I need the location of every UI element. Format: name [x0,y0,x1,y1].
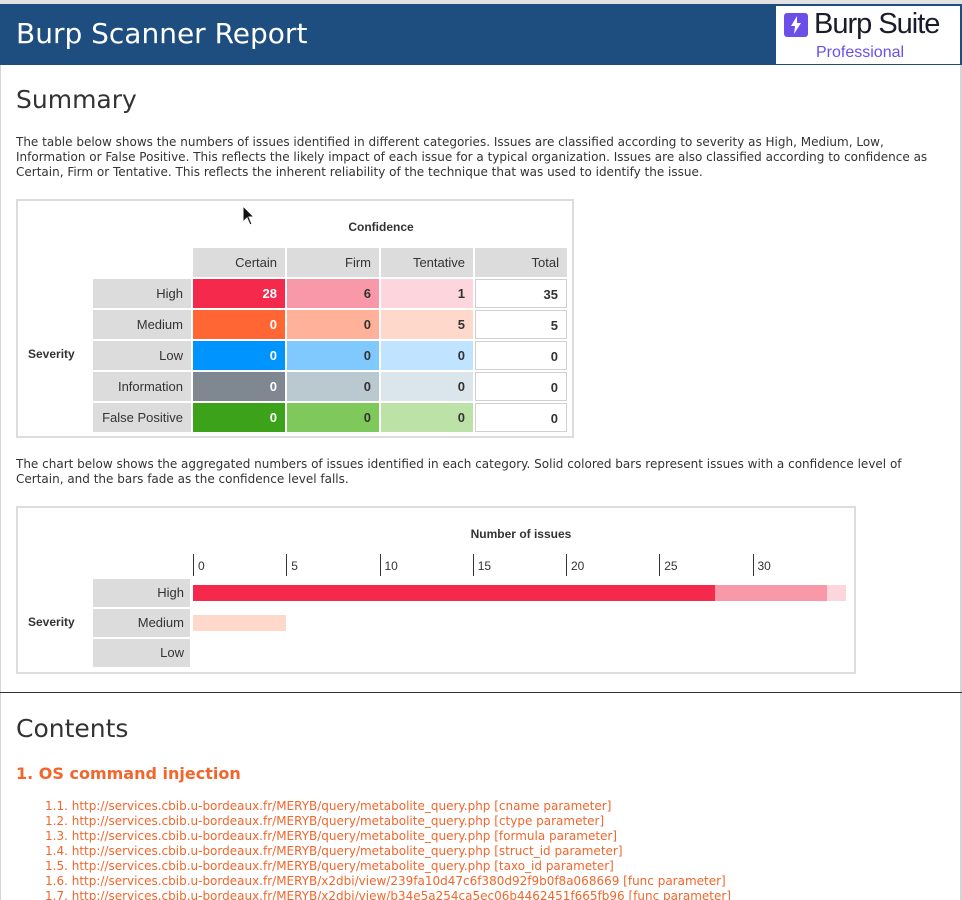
logo-brand-text: Burp Suite [814,8,939,41]
total-cell: 0 [475,372,567,401]
lightning-bolt-icon [784,13,808,37]
column-header-firm: Firm [287,248,379,277]
count-cell: 0 [287,403,379,432]
contents-heading: Contents [16,714,128,743]
issue-links-list: 1.1. http://services.cbib.u-bordeaux.fr/… [45,799,731,900]
chart-row-label-medium: Medium [93,609,190,637]
summary-heading: Summary [16,85,137,114]
issue-title-link[interactable]: 1. OS command injection [16,764,241,783]
report-title: Burp Scanner Report [16,17,307,50]
count-cell: 0 [193,403,285,432]
report-header: Burp Scanner Report Burp Suite Professio… [0,4,962,65]
x-tick-label: 10 [380,554,398,576]
x-tick-label: 5 [286,554,298,576]
severity-label: Severity [28,347,75,361]
count-cell: 0 [287,341,379,370]
chart-row-label-high: High [93,579,190,607]
total-cell: 35 [475,279,567,308]
count-cell: 1 [381,279,473,308]
count-cell: 0 [193,310,285,339]
issue-link[interactable]: 1.4. http://services.cbib.u-bordeaux.fr/… [45,844,731,859]
chart-title: Number of issues [18,527,962,541]
issue-link[interactable]: 1.5. http://services.cbib.u-bordeaux.fr/… [45,859,731,874]
count-cell: 28 [193,279,285,308]
total-cell: 0 [475,403,567,432]
row-header-false-positive: False Positive [93,403,191,432]
issue-link[interactable]: 1.6. http://services.cbib.u-bordeaux.fr/… [45,874,731,889]
confidence-header: Confidence [18,220,744,234]
count-cell: 5 [381,310,473,339]
row-header-medium: Medium [93,310,191,339]
chart-intro: The chart below shows the aggregated num… [16,457,936,487]
section-divider [0,692,962,693]
summary-intro: The table below shows the numbers of iss… [16,135,936,180]
x-tick-label: 30 [753,554,771,576]
count-cell: 0 [193,341,285,370]
bar-high-firm [715,585,827,601]
count-cell: 0 [381,341,473,370]
logo-edition-text: Professional [816,44,904,62]
x-tick-label: 25 [659,554,677,576]
count-cell: 0 [381,372,473,401]
row-header-low: Low [93,341,191,370]
count-cell: 0 [287,372,379,401]
column-header-total: Total [475,248,567,277]
row-header-information: Information [93,372,191,401]
x-tick-label: 20 [566,554,584,576]
x-tick-label: 15 [473,554,491,576]
column-header-certain: Certain [193,248,285,277]
chart-severity-label: Severity [28,615,75,629]
issues-chart: Number of issues Severity 0 5 10 15 20 25 30 Hi… [16,506,856,674]
total-cell: 0 [475,341,567,370]
burp-suite-logo: Burp Suite Professional [776,6,960,64]
mouse-cursor-icon [242,205,256,227]
count-cell: 0 [193,372,285,401]
issue-link[interactable]: 1.3. http://services.cbib.u-bordeaux.fr/… [45,829,731,844]
count-cell: 6 [287,279,379,308]
column-header-tentative: Tentative [381,248,473,277]
issue-link[interactable]: 1.7. http://services.cbib.u-bordeaux.fr/… [45,889,731,900]
page-left-border [0,65,1,900]
issue-link[interactable]: 1.2. http://services.cbib.u-bordeaux.fr/… [45,814,731,829]
row-header-high: High [93,279,191,308]
bar-high-tentative [827,585,846,601]
count-cell: 0 [287,310,379,339]
bar-high-certain [193,585,715,601]
chart-row-label-low: Low [93,639,190,667]
count-cell: 0 [381,403,473,432]
x-tick-label: 0 [193,554,205,576]
bar-medium-tentative [193,615,286,631]
summary-table: Confidence Severity Certain Firm Tentative… [16,199,574,438]
total-cell: 5 [475,310,567,339]
issue-link[interactable]: 1.1. http://services.cbib.u-bordeaux.fr/… [45,799,731,814]
